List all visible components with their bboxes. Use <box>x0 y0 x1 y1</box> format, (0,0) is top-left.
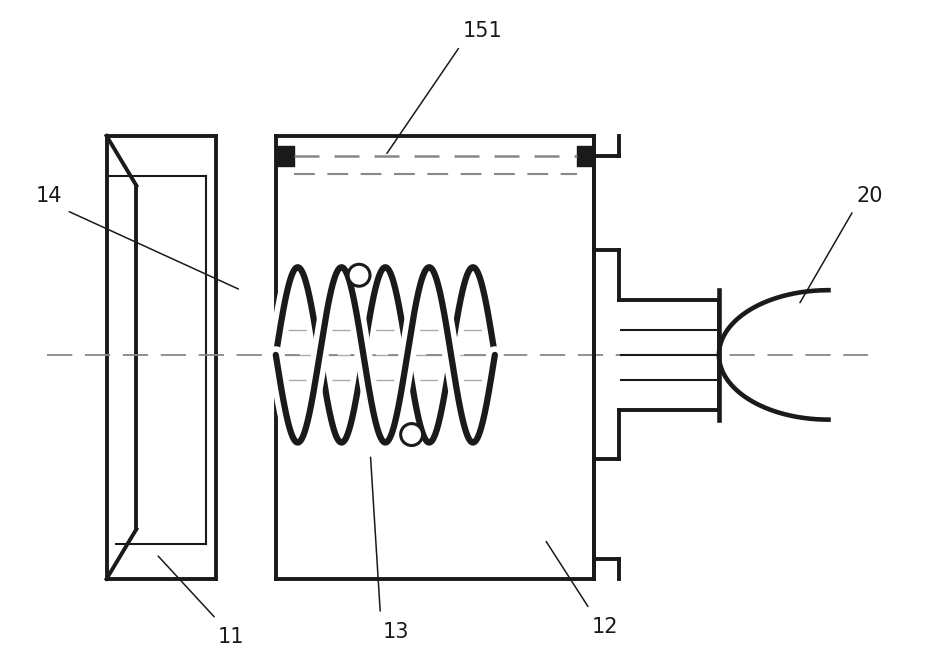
Circle shape <box>400 424 422 446</box>
Text: 151: 151 <box>463 21 502 41</box>
Text: 12: 12 <box>590 617 617 637</box>
Text: 14: 14 <box>35 185 61 205</box>
Circle shape <box>348 264 370 286</box>
Text: 13: 13 <box>382 622 409 641</box>
Text: 20: 20 <box>856 185 882 205</box>
Text: 11: 11 <box>218 627 245 647</box>
